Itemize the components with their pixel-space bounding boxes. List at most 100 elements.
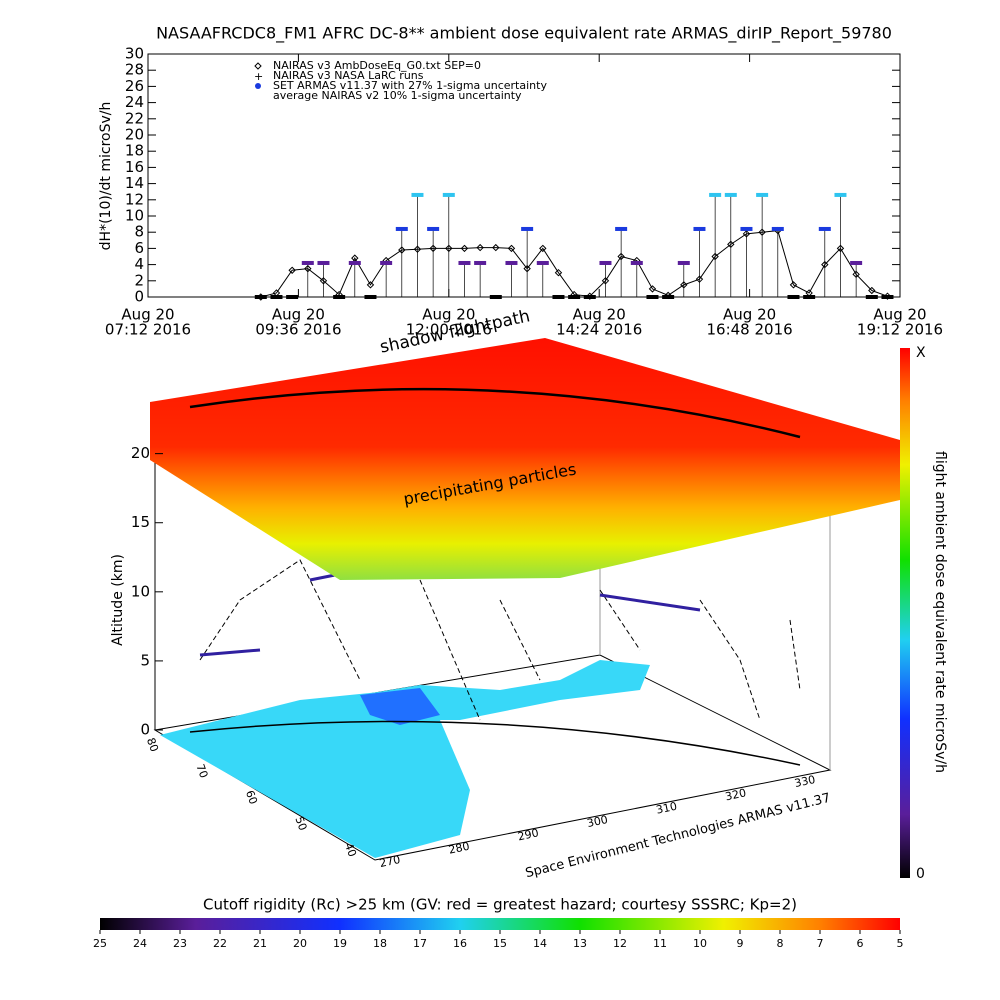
y-tick-label: 0 [134,288,144,306]
y-tick-label: 4 [134,255,144,273]
lat-tick-label: 50 [292,815,309,833]
lat-tick-label: 80 [144,736,161,754]
lon-tick-label: 290 [517,826,540,843]
z-tick-label: 20 [131,444,150,462]
armas-marker [740,226,753,231]
armas-marker [286,295,299,299]
armas-marker [646,295,659,299]
armas-marker [630,260,643,265]
lon-tick-label: 310 [655,800,678,817]
lat-tick-label: 60 [243,789,260,807]
flight-profile [199,568,701,657]
y-tick-label: 14 [125,174,144,192]
plot-frame [147,53,901,298]
legend-marker [254,62,262,70]
armas-marker [380,260,393,265]
dose-colorbar [900,348,910,878]
armas-marker [474,260,487,265]
armas-marker [662,295,675,299]
y-tick-label: 22 [125,109,144,127]
dose-marker [476,243,484,252]
colorbar-tick-label: 13 [573,937,587,950]
armas-marker [850,260,863,265]
colorbar-tick-label: 24 [133,937,147,950]
colorbar-tick-label: 25 [93,937,107,950]
colorbar-tick-label: 7 [817,937,824,950]
dose-marker [507,244,516,253]
armas-marker [536,260,549,265]
armas-marker [771,226,784,231]
x-tick-label: 16:48 2016 [707,321,793,339]
armas-marker [458,260,471,265]
x-tick-label: 14:24 2016 [556,321,642,339]
legend-marker [255,83,261,89]
colorbar-tick-label: 23 [173,937,187,950]
colorbar-tick-label: 14 [533,937,547,950]
armas-marker [348,260,361,265]
colorbar-label: X [916,345,926,361]
colorbar-tick-label: 19 [333,937,347,950]
armas-marker [395,226,408,231]
armas-marker [427,226,440,231]
colorbar-title: Cutoff rigidity (Rc) >25 km (GV: red = g… [203,896,797,914]
colorbar-tick-label: 10 [693,937,707,950]
x-tick-label: 12:00 2016 [406,321,492,339]
ground-track [189,720,801,766]
lat-tick-label: 40 [342,841,359,859]
x-tick-label: Aug 20 [873,306,926,324]
armas-marker [693,226,706,231]
armas-marker [411,192,424,197]
armas-marker [865,295,878,299]
armas-marker [333,295,346,299]
z-tick-label: 10 [131,582,150,600]
x-tick-label: 07:12 2016 [105,321,191,339]
colorbar-tick-label: 15 [493,937,507,950]
colorbar-tick-label: 16 [453,937,467,950]
y-tick-label: 10 [125,207,144,225]
colorbar-tick-label: 17 [413,937,427,950]
x-tick-label: 09:36 2016 [255,321,341,339]
x-tick-label: Aug 20 [272,306,325,324]
y-tick-label: 8 [134,223,144,241]
y-tick-label: 30 [125,45,144,63]
legend-marker: + [254,70,263,83]
colorbar-label: 0 [916,866,925,882]
y-tick-label: 20 [125,126,144,144]
colorbar-tick-label: 11 [653,937,667,950]
armas-marker [803,295,816,299]
y-tick-label: 24 [125,93,144,111]
land-map-edge [360,688,440,725]
y-tick-label: 18 [125,142,144,160]
armas-marker [521,226,534,231]
colorbar-tick-label: 8 [777,937,784,950]
lon-tick-label: 270 [378,853,401,870]
x-tick-label: Aug 20 [723,306,776,324]
armas-marker [552,295,565,299]
armas-marker [818,226,831,231]
dose-marker [288,266,296,274]
armas-marker [270,295,283,299]
armas-marker [787,295,800,299]
x-tick-label: 19:12 2016 [857,321,943,339]
y-tick-label: 6 [134,239,144,257]
armas-marker [583,295,596,299]
x-tick-label: Aug 20 [573,306,626,324]
armas-marker [709,192,722,197]
rigidity-colorbar [100,918,900,930]
z-axis-label: Altitude (km) [110,554,126,646]
dose-line [260,230,888,298]
y-tick-label: 26 [125,77,144,95]
armas-marker [317,260,330,265]
panel-3d [150,338,900,861]
legend-label: SET ARMAS v11.37 with 27% 1-sigma uncert… [273,79,547,92]
dose-marker [492,243,500,252]
colorbar-tick-label: 21 [253,937,267,950]
colorbar-tick-label: 6 [857,937,864,950]
dose-marker [554,268,563,277]
armas-marker [615,226,628,231]
armas-marker [756,192,769,197]
dose-marker [868,286,876,295]
z-tick-label: 15 [131,513,150,531]
rigidity-slab [150,338,900,580]
